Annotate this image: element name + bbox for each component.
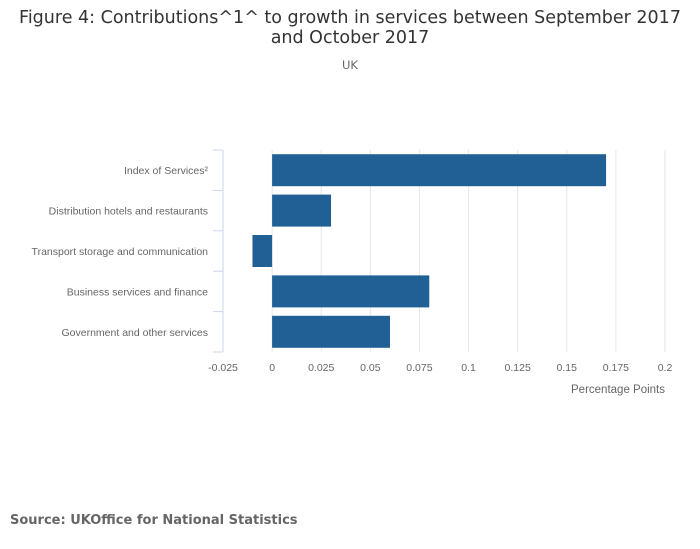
x-tick-label: 0.125 (505, 362, 531, 374)
chart-subtitle: UK (342, 58, 358, 72)
bar (272, 154, 607, 187)
category-label: Distribution hotels and restaurants (49, 206, 208, 218)
chart-title: Figure 4: Contributions^1^ to growth in … (19, 8, 681, 48)
x-tick-label: 0.05 (360, 362, 381, 374)
bar (272, 194, 332, 227)
x-tick-label: 0.1 (461, 362, 476, 374)
x-axis-title: Percentage Points (571, 384, 665, 396)
category-label: Government and other services (62, 327, 209, 339)
bar (272, 315, 390, 348)
x-tick-label: 0.075 (406, 362, 432, 374)
bar (272, 275, 430, 308)
category-label: Business services and finance (67, 286, 208, 298)
x-tick-label: 0.2 (658, 362, 673, 374)
category-label: Transport storage and communication (32, 246, 209, 258)
x-tick-label: 0.15 (557, 362, 578, 374)
source-note: Source: UKOffice for National Statistics (10, 513, 298, 528)
x-tick-label: 0.175 (603, 362, 629, 374)
x-tick-label: 0.025 (308, 362, 334, 374)
category-label: Index of Services² (124, 165, 209, 177)
bar (252, 235, 273, 267)
x-tick-label: -0.025 (208, 362, 238, 374)
x-tick-label: 0 (269, 362, 275, 374)
